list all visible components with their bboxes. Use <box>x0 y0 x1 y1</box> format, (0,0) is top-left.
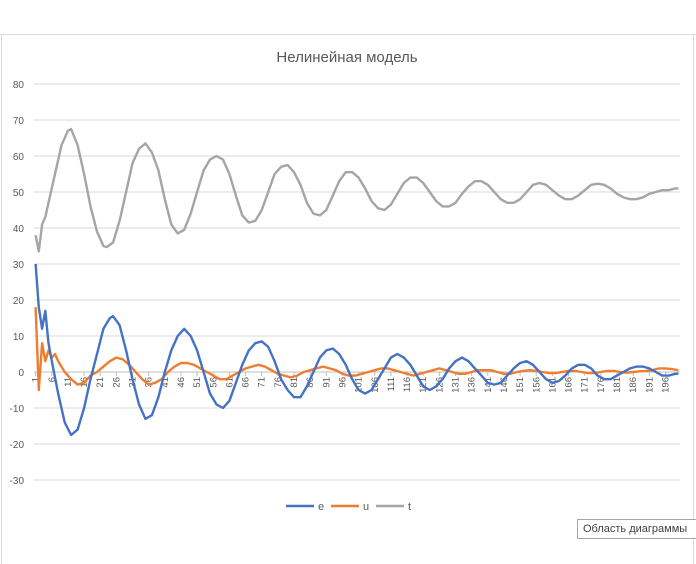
x-tick-label: 191 <box>644 377 655 393</box>
x-tick-label: 196 <box>660 377 671 393</box>
x-tick-label: 126 <box>434 377 445 393</box>
x-tick-label: 156 <box>531 377 542 393</box>
y-tick-label: 10 <box>13 332 25 343</box>
x-tick-label: 81 <box>289 377 300 388</box>
series-line-u[interactable] <box>34 307 679 392</box>
x-tick-label: 146 <box>499 377 510 393</box>
x-tick-label: 56 <box>208 377 219 388</box>
series-line-e[interactable] <box>34 263 679 437</box>
x-tick-label: 181 <box>612 377 623 393</box>
legend-label-t: t <box>408 501 411 513</box>
x-tick-label: 171 <box>580 377 591 393</box>
x-tick-label: 6 <box>47 377 58 382</box>
x-tick-label: 151 <box>515 377 526 393</box>
x-tick-label: 1 <box>31 377 42 382</box>
x-tick-label: 91 <box>321 377 332 388</box>
y-tick-label: 70 <box>13 116 25 127</box>
series-line-t[interactable] <box>34 127 679 253</box>
x-tick-label: 26 <box>111 377 122 388</box>
x-tick-label: 76 <box>273 377 284 388</box>
x-tick-label: 101 <box>354 377 365 393</box>
legend-label-u: u <box>363 501 369 513</box>
x-tick-label: 136 <box>467 377 478 393</box>
y-tick-label: 30 <box>13 260 25 271</box>
y-axis: 80 70 60 50 40 30 20 10 0 -10 -20 -30 <box>10 80 25 487</box>
chart-title: Нелинейная модель <box>276 49 417 66</box>
x-tick-label: 141 <box>483 377 494 393</box>
x-tick-label: 116 <box>402 377 413 392</box>
x-tick-label: 46 <box>176 377 187 388</box>
x-tick-label: 86 <box>305 377 316 388</box>
chart-area-tooltip: Область диаграммы <box>577 519 696 539</box>
x-tick-label: 21 <box>95 377 106 388</box>
x-axis: 1 6 11 16 21 26 31 36 41 46 51 56 61 66 71 76 81 86 91 96 10… <box>31 371 680 393</box>
x-tick-label: 71 <box>257 377 268 388</box>
x-tick-label: 96 <box>337 377 348 388</box>
x-tick-label: 176 <box>596 377 607 393</box>
y-tick-label: 0 <box>18 368 24 379</box>
x-tick-label: 11 <box>63 377 74 387</box>
x-tick-label: 61 <box>224 377 235 388</box>
plot-area[interactable] <box>34 127 679 437</box>
y-tick-label: -20 <box>10 440 25 451</box>
x-tick-label: 36 <box>144 377 155 388</box>
x-tick-label: 66 <box>241 377 252 388</box>
y-tick-label: 40 <box>13 224 25 235</box>
x-tick-label: 111 <box>386 377 397 391</box>
x-tick-label: 186 <box>628 377 639 393</box>
x-tick-label: 41 <box>160 377 171 388</box>
legend-label-e: e <box>318 501 324 513</box>
y-tick-label: -10 <box>10 404 25 415</box>
y-tick-label: 80 <box>13 80 25 91</box>
x-tick-label: 161 <box>547 377 558 393</box>
x-tick-label: 166 <box>564 377 575 393</box>
x-tick-label: 51 <box>192 377 203 388</box>
y-tick-label: 50 <box>13 188 25 199</box>
x-tick-label: 131 <box>451 377 462 393</box>
y-tick-label: 60 <box>13 152 25 163</box>
y-tick-label: -30 <box>10 476 25 487</box>
y-tick-label: 20 <box>13 296 25 307</box>
